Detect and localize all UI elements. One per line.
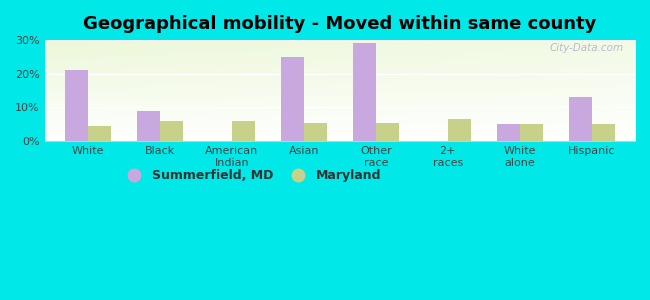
Text: City-Data.com: City-Data.com bbox=[549, 43, 623, 53]
Bar bbox=[232, 121, 255, 141]
Bar bbox=[304, 123, 327, 141]
Bar bbox=[569, 98, 592, 141]
Title: Geographical mobility - Moved within same county: Geographical mobility - Moved within sam… bbox=[83, 15, 597, 33]
Bar bbox=[592, 124, 615, 141]
Bar bbox=[160, 121, 183, 141]
Bar bbox=[497, 124, 520, 141]
Bar bbox=[65, 70, 88, 141]
Bar bbox=[448, 119, 471, 141]
Bar bbox=[520, 124, 543, 141]
Bar bbox=[281, 57, 304, 141]
Bar bbox=[353, 44, 376, 141]
Bar bbox=[136, 111, 160, 141]
Bar bbox=[88, 126, 111, 141]
Bar bbox=[376, 123, 399, 141]
Legend: Summerfield, MD, Maryland: Summerfield, MD, Maryland bbox=[116, 164, 386, 188]
